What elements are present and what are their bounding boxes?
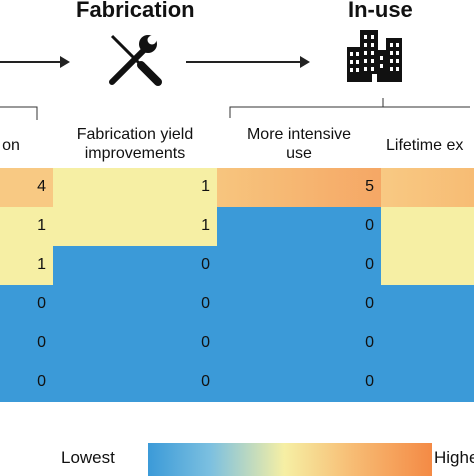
heatmap-cell: [381, 168, 474, 207]
heatmap-value: 0: [365, 217, 374, 234]
heatmap-value: 0: [201, 256, 210, 273]
tools-icon: [109, 34, 162, 86]
heatmap-value: 0: [365, 295, 374, 312]
column-label-3: Lifetime ex: [386, 136, 474, 155]
heatmap-value: 0: [365, 373, 374, 390]
heatmap-value: 4: [37, 178, 46, 195]
column-label-0: on: [0, 136, 26, 155]
column-label-line: Lifetime ex: [386, 137, 464, 154]
heatmap-cell: [0, 363, 53, 402]
bracket-left: [0, 106, 38, 120]
heatmap-value: 0: [201, 373, 210, 390]
column-label-line: use: [286, 145, 312, 162]
heatmap-cell: [0, 246, 53, 285]
heatmap-cell: [53, 285, 217, 324]
buildings-icon: [347, 30, 402, 82]
heatmap-value: 5: [365, 178, 374, 195]
heatmap-value: 0: [201, 295, 210, 312]
heatmap-cell: [0, 168, 53, 207]
heatmap-cell: [217, 207, 381, 246]
legend-high-label: Highest: [434, 448, 474, 467]
legend-low-label: Lowest: [61, 448, 115, 467]
heatmap-cell: [0, 324, 53, 363]
heatmap-cell: [53, 324, 217, 363]
heatmap-cell: [0, 285, 53, 324]
stage-title-fabrication: Fabrication: [76, 0, 195, 22]
stage-title-in-use: In-use: [348, 0, 413, 22]
column-label-line: improvements: [84, 145, 186, 162]
bracket-in-use: [229, 98, 470, 118]
heatmap-cell: [53, 246, 217, 285]
flow-arrow-left: [0, 56, 70, 68]
heatmap-cell: [53, 207, 217, 246]
heatmap-cell: [381, 285, 474, 324]
heatmap-cell: [217, 324, 381, 363]
heatmap-cell: [0, 207, 53, 246]
legend-color-bar: [148, 443, 432, 476]
heatmap-value: 0: [201, 334, 210, 351]
heatmap-value: 0: [37, 334, 46, 351]
heatmap-cell: [217, 168, 381, 207]
heatmap-cell: [217, 363, 381, 402]
heatmap-cell: [217, 246, 381, 285]
heatmap-value: 0: [37, 295, 46, 312]
heatmap-cell: [381, 363, 474, 402]
column-label-line: More intensive: [246, 126, 352, 143]
flow-arrow-middle: [186, 56, 310, 68]
heatmap-cell: [53, 363, 217, 402]
column-label-2: More intensive use: [226, 125, 372, 163]
heatmap-cell: [217, 285, 381, 324]
heatmap-cell: [381, 207, 474, 246]
heatmap-value: 1: [37, 217, 46, 234]
column-label-line: Fabrication yield: [76, 126, 194, 143]
heatmap-value: 0: [37, 373, 46, 390]
heatmap-cell: [381, 246, 474, 285]
heatmap-value: 0: [365, 256, 374, 273]
heatmap-cell: [381, 324, 474, 363]
column-label-1: Fabrication yield improvements: [50, 125, 220, 163]
heatmap-value: 0: [365, 334, 374, 351]
heatmap-value: 1: [201, 217, 210, 234]
heatmap-cell: [53, 168, 217, 207]
heatmap-value: 1: [201, 178, 210, 195]
column-label-line: on: [2, 137, 20, 154]
heatmap-value: 1: [37, 256, 46, 273]
